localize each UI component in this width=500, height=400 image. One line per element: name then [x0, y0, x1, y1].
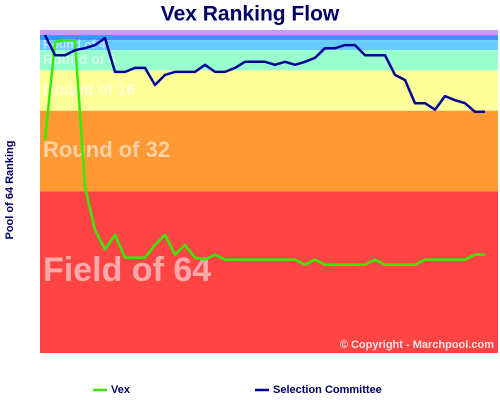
band-label: Round of 16: [43, 82, 136, 99]
legend-label: Vex: [111, 384, 131, 396]
band: [40, 35, 498, 41]
band: [40, 30, 498, 36]
band: [40, 110, 498, 192]
band: [40, 40, 498, 51]
series-line: [43, 34, 485, 114]
chart-title: Vex Ranking Flow: [161, 3, 340, 26]
copyright: © Copyright - Marchpool.com: [340, 339, 494, 351]
y-axis-label: Pool of 64 Ranking: [4, 140, 16, 239]
legend-label: Selection Committee: [273, 384, 382, 396]
series-line: [43, 38, 485, 266]
band: [40, 191, 498, 353]
band-label: Round of 32: [43, 137, 170, 162]
